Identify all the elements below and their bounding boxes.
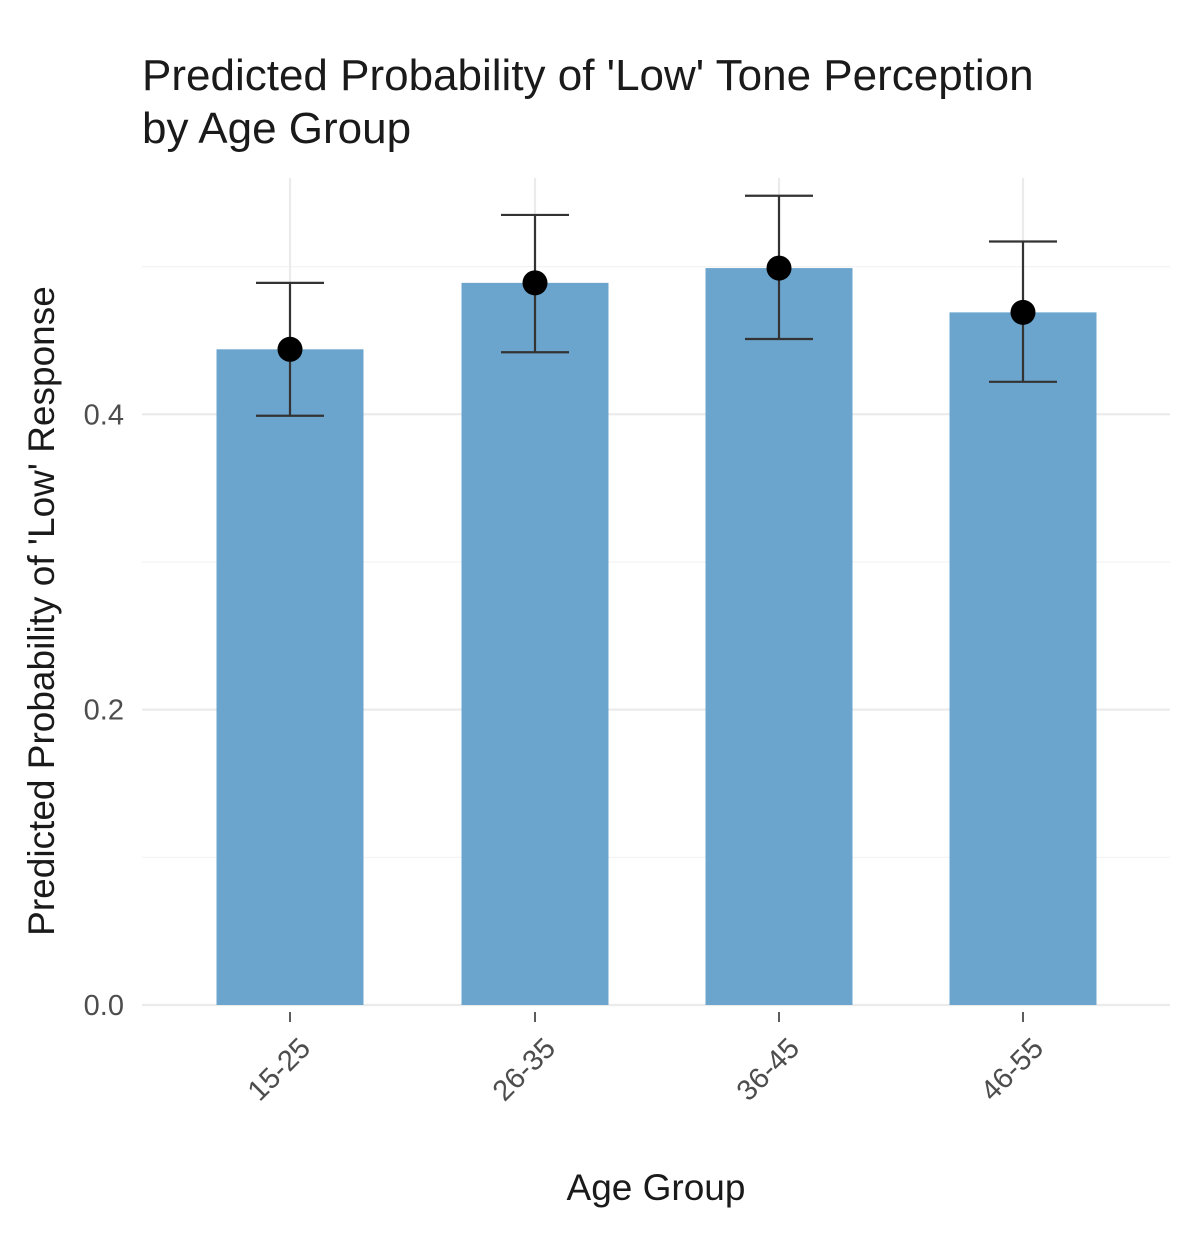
x-axis-title: Age Group	[567, 1167, 746, 1208]
y-tick-label: 0.2	[84, 695, 124, 727]
y-axis-title: Predicted Probability of 'Low' Response	[21, 286, 62, 936]
bars-layer	[216, 268, 1097, 1005]
point-estimate	[766, 255, 792, 281]
bar	[705, 268, 853, 1005]
bar	[216, 349, 364, 1005]
bar	[461, 282, 609, 1005]
point-estimate	[277, 336, 303, 362]
x-tick-label: 36-45	[731, 1032, 806, 1107]
bar	[949, 312, 1097, 1005]
points-layer	[277, 255, 1036, 362]
error-bars-layer	[256, 194, 1057, 417]
x-tick-label: 15-25	[242, 1032, 317, 1107]
y-axis-ticks: 0.0 0.2 0.4	[84, 399, 124, 1022]
y-tick-label: 0.4	[84, 399, 124, 431]
point-estimate	[1010, 299, 1036, 325]
y-tick-label: 0.0	[84, 990, 124, 1022]
x-axis-ticks: 15-25 26-35 36-45 46-55	[242, 1012, 1050, 1107]
x-tick-label: 26-35	[487, 1032, 562, 1107]
x-tick-label: 46-55	[975, 1032, 1050, 1107]
chart-title-line-2: by Age Group	[142, 104, 411, 153]
chart-title-line-1: Predicted Probability of 'Low' Tone Perc…	[142, 51, 1034, 100]
point-estimate	[522, 270, 548, 296]
